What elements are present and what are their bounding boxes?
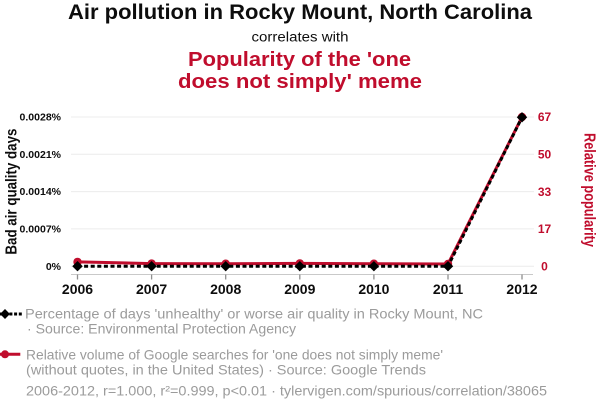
svg-text:0.0028%: 0.0028% [20,112,62,124]
svg-text:correlates with: correlates with [252,30,349,45]
svg-text:2006: 2006 [62,281,93,297]
svg-text:67: 67 [538,110,552,124]
svg-text:2010: 2010 [358,281,389,297]
svg-text:50: 50 [538,148,552,162]
svg-text:0.0014%: 0.0014% [20,186,62,198]
svg-text:2009: 2009 [284,281,315,297]
svg-text:0.0021%: 0.0021% [20,149,62,161]
svg-text:· Source: Environmental Protec: · Source: Environmental Protection Agenc… [27,320,296,336]
svg-text:33: 33 [538,185,552,199]
svg-text:2008: 2008 [210,281,241,297]
svg-text:Air pollution in Rocky Mount,: Air pollution in Rocky Mount, North Caro… [68,1,532,24]
svg-text:17: 17 [538,222,552,236]
svg-text:0.0007%: 0.0007% [20,224,62,236]
svg-text:Relative popularity: Relative popularity [581,133,598,247]
svg-text:2006-2012, r=1.000, r²=0.999,: 2006-2012, r=1.000, r²=0.999, p<0.01 · t… [26,383,547,399]
svg-text:Relative volume of Google sear: Relative volume of Google searches for '… [26,347,443,363]
svg-text:2007: 2007 [136,281,167,297]
svg-text:does not simply' meme: does not simply' meme [178,71,422,93]
svg-text:Percentage of days 'unhealthy': Percentage of days 'unhealthy' or worse … [25,305,483,321]
svg-text:2012: 2012 [506,281,537,297]
svg-text:0%: 0% [46,261,62,273]
svg-text:(without quotes, in the United: (without quotes, in the United States) ·… [26,362,426,378]
svg-text:0: 0 [541,259,548,273]
svg-text:2011: 2011 [433,281,464,297]
svg-text:Bad air quality days: Bad air quality days [3,129,20,255]
svg-text:Popularity of the 'one: Popularity of the 'one [188,49,411,71]
